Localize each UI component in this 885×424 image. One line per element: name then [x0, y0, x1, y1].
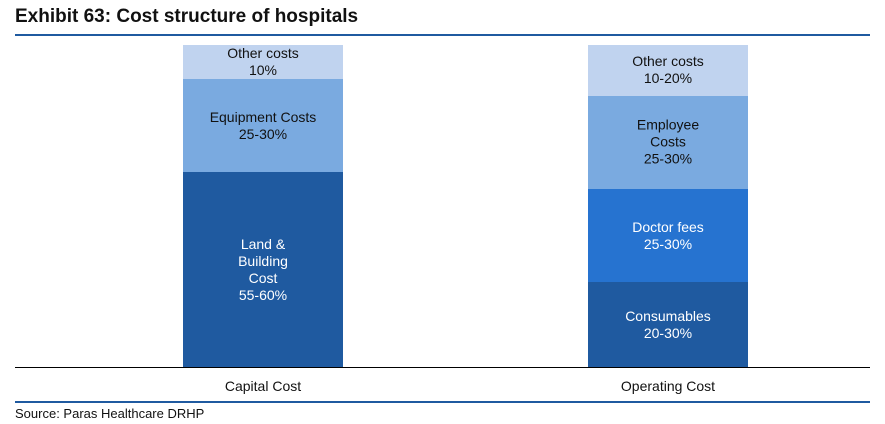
segment-label: Doctor fees 25-30%: [588, 219, 748, 253]
segment-name: Equipment Costs: [209, 108, 317, 125]
bar-segment: [183, 45, 343, 79]
value-label: 25-30%: [238, 125, 288, 142]
segment-name: Other costs: [632, 53, 704, 70]
value-label: 10%: [248, 61, 278, 78]
segment-name: Land & Building Cost: [238, 235, 288, 286]
bar-segment: [588, 282, 748, 367]
source: Source: Paras Healthcare DRHP: [15, 406, 205, 421]
bar-segment: [183, 172, 343, 367]
value-label: 10-20%: [643, 70, 693, 87]
segment-name: Doctor fees: [632, 218, 704, 235]
segment-label: Land & Building Cost 55-60%: [228, 236, 298, 304]
bar-segment: [588, 45, 748, 96]
segment-label: Other costs 10-20%: [588, 53, 748, 87]
bottom-rule: [15, 401, 870, 403]
segment-label: Other costs 10%: [183, 45, 343, 79]
value-label: 25-30%: [643, 235, 693, 252]
segment-name: Consumables: [625, 307, 711, 324]
x-tick-label: Operating Cost: [620, 378, 716, 394]
top-rule: [15, 34, 870, 36]
segment-name: Other costs: [227, 44, 299, 61]
x-tick-label: Capital Cost: [224, 378, 302, 394]
value-label: 25-30%: [643, 150, 693, 167]
bar-segment: [183, 78, 343, 173]
chart-title: Exhibit 63: Cost structure of hospitals: [15, 6, 359, 27]
segment-label: Employee Costs 25-30%: [628, 117, 708, 168]
value-label: 55-60%: [238, 286, 288, 303]
segment-label: Equipment Costs 25-30%: [183, 109, 343, 143]
bar-segment: [588, 189, 748, 283]
bar-segment: [588, 95, 748, 190]
segment-label: Consumables 20-30%: [588, 308, 748, 342]
baseline: [15, 367, 870, 368]
segment-name: Employee Costs: [636, 116, 700, 150]
value-label: 20-30%: [643, 324, 693, 341]
